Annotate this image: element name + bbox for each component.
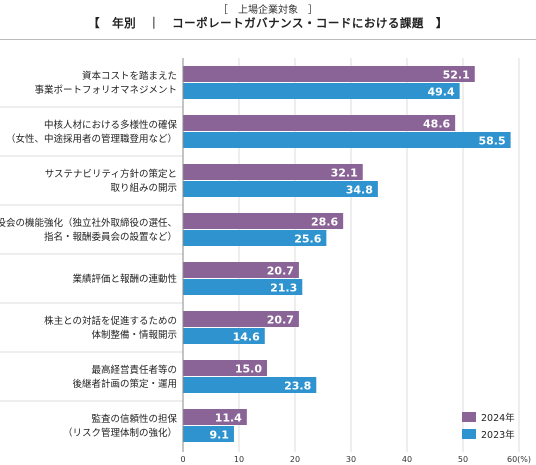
legend-swatch bbox=[462, 429, 476, 439]
category-label: 体制整備・情報開示 bbox=[91, 329, 177, 341]
category-label: サステナビリティ方針の策定と bbox=[45, 168, 177, 180]
category-label: 取り組みの開示 bbox=[110, 182, 177, 194]
bar-2023 bbox=[183, 328, 265, 344]
category-label: （女性、中途採用者の管理職登用など） bbox=[6, 133, 177, 145]
data-label: 49.4 bbox=[427, 86, 454, 99]
category-label: 指名・報酬委員会の設置など） bbox=[44, 231, 177, 243]
category-label: 最高経営責任者等の bbox=[91, 364, 177, 376]
bar-2023 bbox=[183, 132, 511, 148]
bar-2023 bbox=[183, 83, 460, 99]
category-label: （リスク管理体制の強化） bbox=[63, 427, 177, 439]
legend-label: 2024年 bbox=[481, 412, 515, 424]
category-label: 業績評価と報酬の連動性 bbox=[72, 273, 177, 285]
bar-2024 bbox=[183, 213, 344, 229]
legend-swatch bbox=[462, 412, 476, 422]
bar-2024 bbox=[183, 409, 247, 425]
bar-2024 bbox=[183, 311, 299, 327]
x-tick-label: 20 bbox=[290, 455, 300, 464]
category-label: 株主との対話を促進するための bbox=[44, 315, 177, 327]
data-label: 48.6 bbox=[423, 118, 450, 131]
data-label: 25.6 bbox=[294, 233, 321, 246]
x-tick-label: 30 bbox=[346, 455, 356, 464]
data-label: 58.5 bbox=[478, 135, 505, 148]
x-tick-label: 40 bbox=[402, 455, 412, 464]
category-label: 監査の信頼性の担保 bbox=[91, 413, 177, 425]
data-label: 20.7 bbox=[267, 314, 294, 327]
category-label: 資本コストを踏まえた bbox=[82, 70, 177, 82]
category-label: 後継者計画の策定・運用 bbox=[72, 378, 177, 390]
bar-2023 bbox=[183, 230, 327, 246]
category-label: 取締役会の機能強化（独立社外取締役の選任、 bbox=[0, 217, 177, 229]
bar-2023 bbox=[183, 279, 303, 295]
chart-subtitle: ［ 上場企業対象 ］ bbox=[218, 5, 318, 16]
title-divider bbox=[0, 39, 536, 40]
data-label: 9.1 bbox=[209, 429, 229, 442]
data-label: 11.4 bbox=[215, 412, 242, 425]
chart-title: 【 年別 ｜ コーポレートガバナンス・コードにおける課題 】 bbox=[88, 16, 448, 30]
bar-2024 bbox=[183, 66, 475, 82]
bar-2024 bbox=[183, 164, 363, 180]
bar-2024 bbox=[183, 262, 299, 278]
bar-2023 bbox=[183, 181, 378, 197]
x-tick-label: 0 bbox=[180, 455, 185, 464]
bar-2023 bbox=[183, 426, 234, 442]
data-label: 28.6 bbox=[311, 216, 338, 229]
data-label: 20.7 bbox=[267, 265, 294, 278]
category-label: 事業ポートフォリオマネジメント bbox=[34, 84, 177, 96]
x-tick-label: 60(%) bbox=[507, 455, 531, 464]
data-label: 15.0 bbox=[235, 363, 262, 376]
legend-label: 2023年 bbox=[481, 429, 515, 441]
x-tick-label: 50 bbox=[458, 455, 468, 464]
data-label: 32.1 bbox=[331, 167, 358, 180]
category-label: 中核人材における多様性の確保 bbox=[44, 119, 178, 131]
bar-2023 bbox=[183, 377, 317, 393]
bar-2024 bbox=[183, 115, 456, 131]
data-label: 23.8 bbox=[284, 380, 311, 393]
x-tick-label: 10 bbox=[234, 455, 244, 464]
bar-2024 bbox=[183, 360, 267, 376]
data-label: 14.6 bbox=[233, 331, 260, 344]
data-label: 21.3 bbox=[270, 282, 297, 295]
data-label: 52.1 bbox=[443, 69, 470, 82]
data-label: 34.8 bbox=[346, 184, 373, 197]
